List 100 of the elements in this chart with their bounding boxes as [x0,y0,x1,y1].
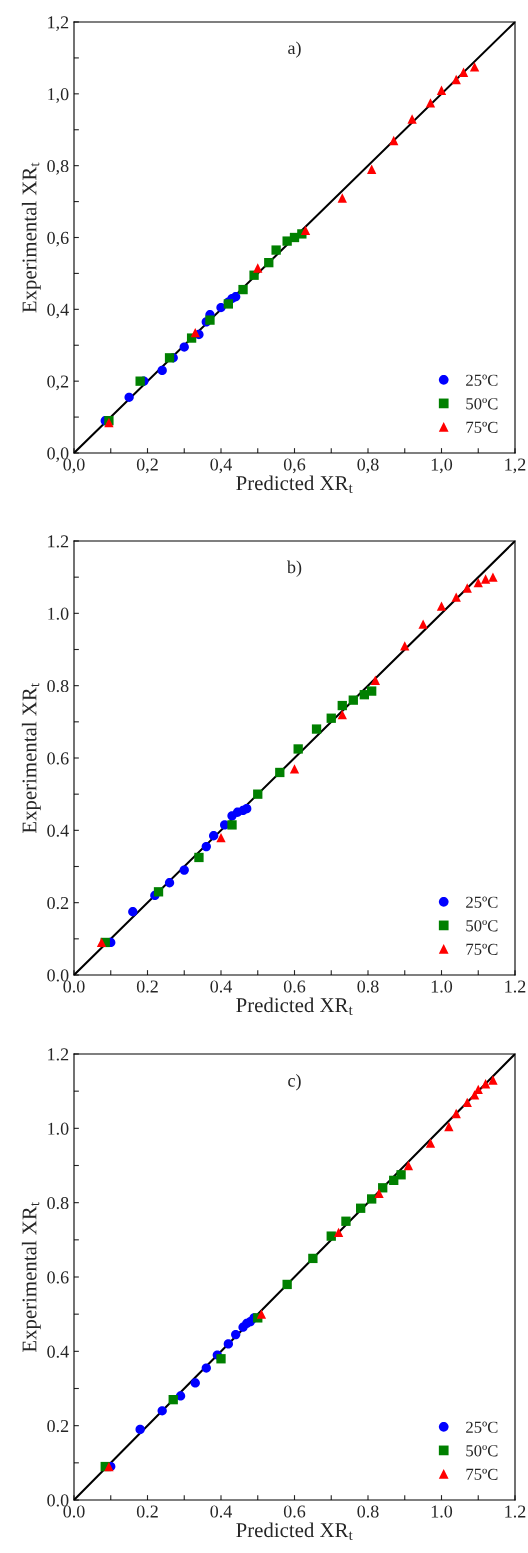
point [201,1363,211,1373]
y-tick-label: 0.8 [47,679,69,693]
point [407,114,417,124]
y-tick-label: 0.8 [47,1196,69,1210]
point [208,831,219,841]
x-tick-label: 1.0 [431,980,453,993]
point [400,641,410,651]
x-tick-label: 0,4 [210,458,232,474]
x-tick-label: 0,8 [357,458,379,474]
point [451,74,461,85]
point [153,887,164,897]
x-tick-label: 1.0 [431,1505,453,1518]
point [333,1227,344,1238]
y-tick-label: 0.6 [47,1271,69,1284]
y-tick-label: 1.0 [48,1122,69,1135]
x-tick-label: 0.6 [283,1505,306,1518]
point [451,1108,461,1119]
y-tick-label: 0.0 [47,969,69,982]
point [451,592,461,602]
point [462,583,472,593]
point [253,789,263,799]
point [300,225,311,235]
legend-label: 25ºC [466,896,498,908]
point [242,803,252,814]
point [124,392,134,402]
point [128,907,138,917]
x-tick-label: 0,2 [136,458,158,474]
point [135,1424,145,1435]
y-tick-label: 1,2 [48,16,69,32]
x-tick-label: 0.4 [210,1505,232,1518]
x-tick-label: 1,0 [431,458,453,474]
point [488,572,498,582]
x-axis-title: Predicted XR$_{t}$ [236,475,353,493]
y-tick-label: 1.2 [48,535,69,548]
point [337,193,347,203]
y-axis-title: Experimental XR$_{t}$ [21,162,41,313]
x-axis-title: Predicted XR$_{t}$ [236,997,353,1015]
point [275,767,285,778]
point [367,1194,377,1204]
point [355,1203,366,1213]
point [480,574,491,584]
legend-label: 75ºC [466,421,498,433]
point [293,744,303,754]
point [396,1170,406,1180]
point [96,937,107,948]
point [190,328,200,338]
point [223,1339,234,1349]
x-tick-label: 0.0 [63,1505,85,1518]
y-tick-label: 0.2 [47,896,69,910]
point [425,1138,436,1148]
x-tick-label: 0,6 [283,458,306,474]
point [370,675,381,685]
y-axis-title: Experimental XR$_{t}$ [21,1202,41,1353]
y-tick-label: 0,2 [47,375,69,391]
point [469,62,480,72]
x-axis-title: Predicted XR$_{t}$ [236,1522,353,1540]
legend-label: 75ºC [466,1468,498,1480]
point [308,1253,318,1264]
point [367,686,377,696]
point [374,1188,384,1199]
point [179,865,189,875]
point [326,713,336,723]
annotation: a) [288,41,301,58]
legend-label: 75ºC [466,943,498,955]
point [253,263,263,273]
x-tick-label: 1.2 [505,980,526,993]
x-tick-label: 1,2 [505,458,526,474]
point [282,1279,292,1290]
y-tick-label: 1.2 [48,1048,69,1061]
point [135,376,145,386]
point [480,1079,491,1089]
x-tick-label: 0.2 [136,1505,158,1518]
point [157,365,167,376]
y-tick-label: 1,0 [48,88,69,103]
y-tick-label: 0,4 [47,303,69,319]
legend-label: 25ºC [466,374,498,386]
point [289,764,300,774]
x-tick-label: 0.4 [210,980,232,993]
point [231,1329,241,1340]
y-axis-title: Experimental XR$_{t}$ [21,683,41,834]
point [444,1121,454,1132]
legend-label: 50ºC [466,1445,498,1457]
point [216,1354,226,1364]
y-tick-label: 0.0 [47,1494,69,1507]
point [201,841,211,852]
point [473,577,483,588]
point [348,695,358,705]
point [157,1406,167,1416]
legend-label: 25ºC [466,1421,498,1433]
point [194,852,204,863]
point [190,1378,200,1388]
y-tick-label: 0,8 [47,159,69,175]
point [337,709,347,720]
point [389,135,399,146]
point [168,1394,178,1405]
x-tick-label: 0.8 [357,980,379,993]
point [238,284,248,295]
x-tick-label: 1.2 [505,1505,526,1518]
annotation: c) [288,1074,301,1091]
point [367,164,377,174]
